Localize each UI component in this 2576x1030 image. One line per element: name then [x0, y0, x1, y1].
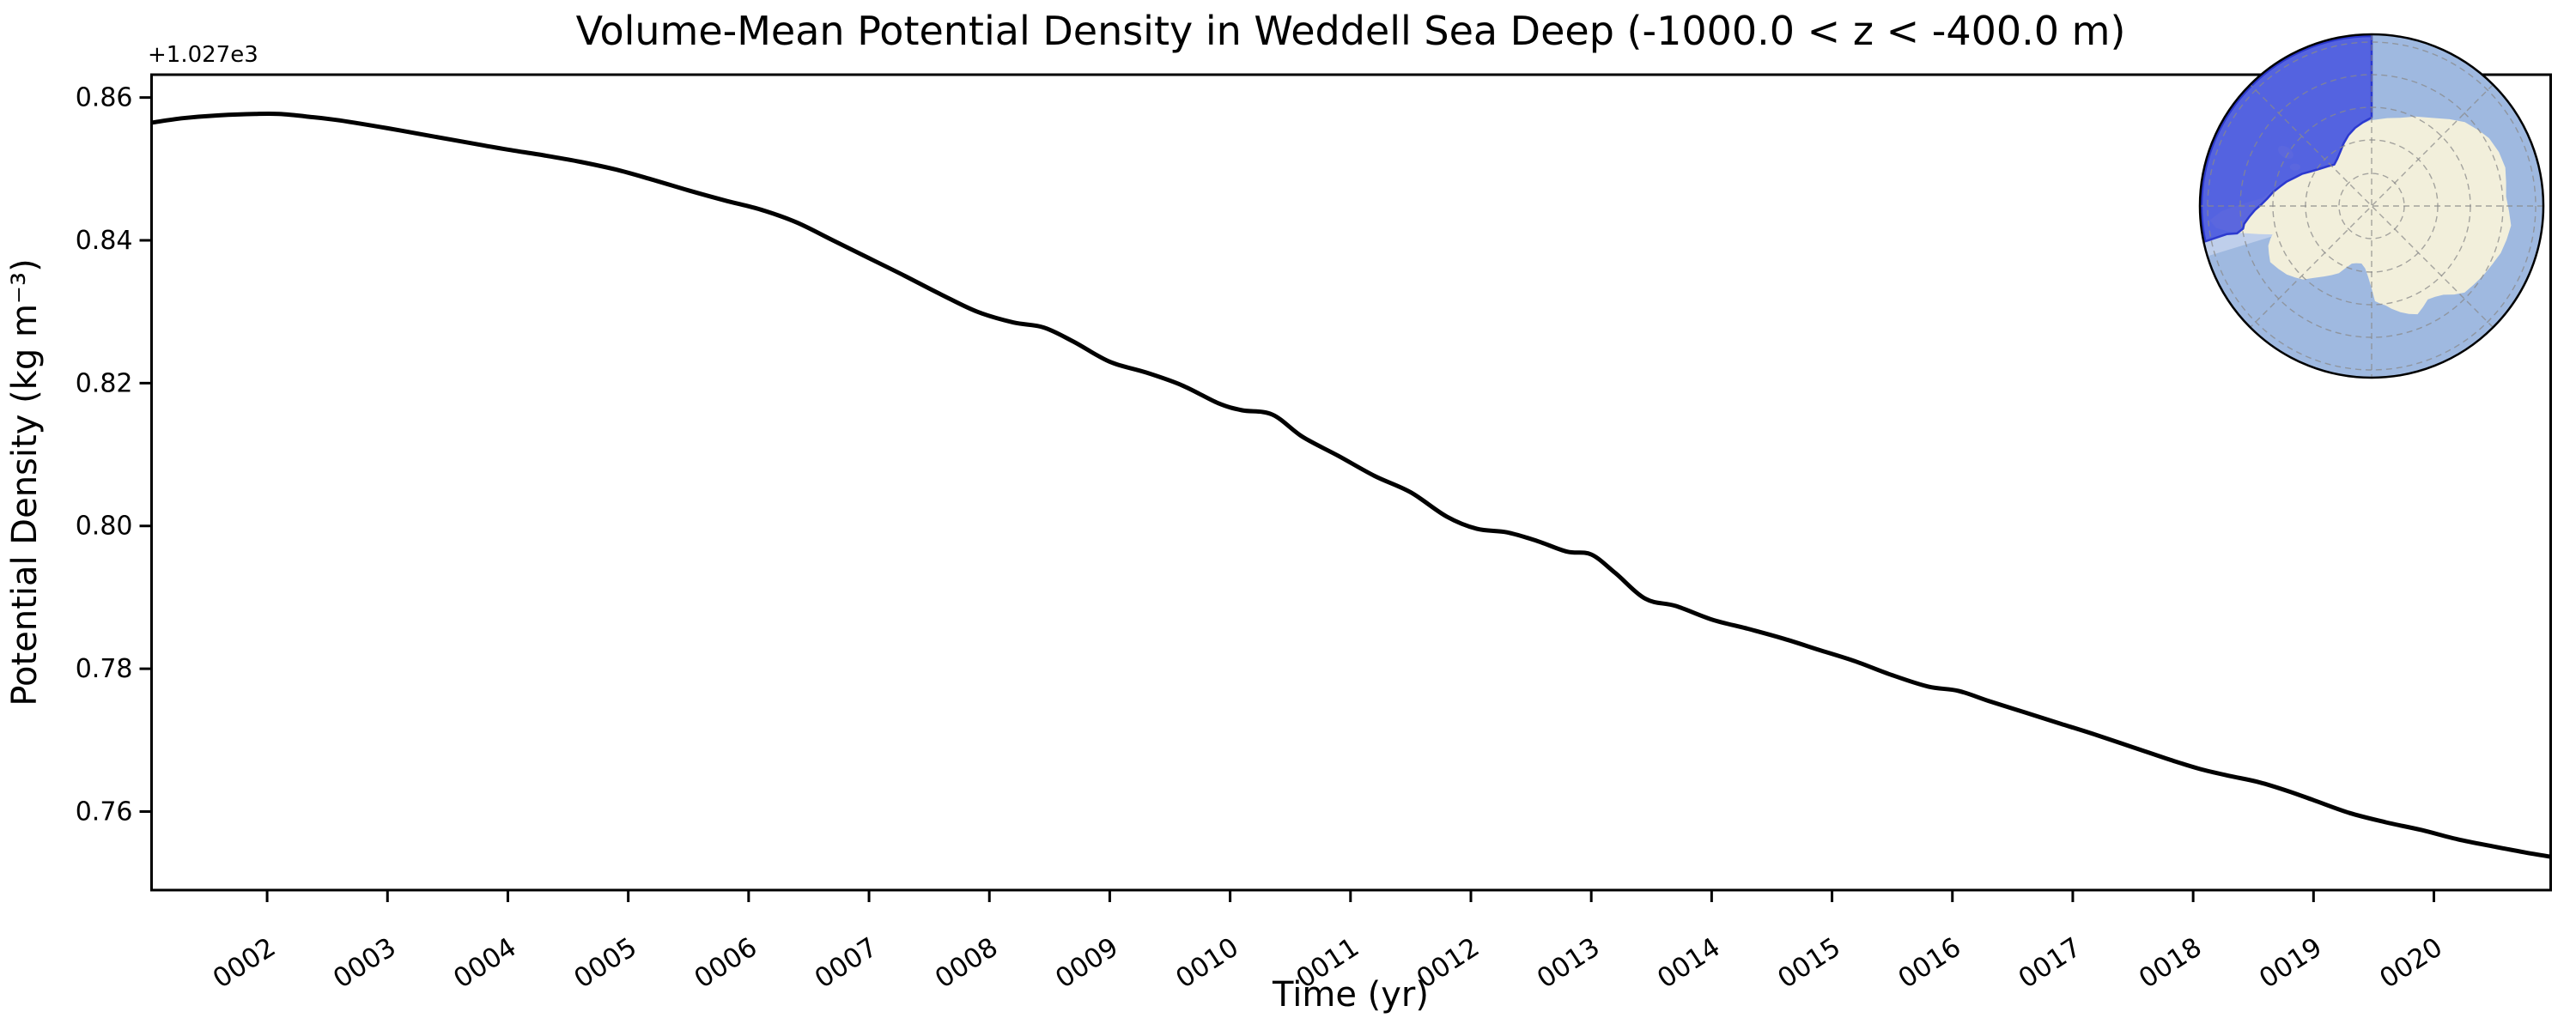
y-tick-label: 0.86: [76, 83, 133, 113]
y-offset-text: +1.027e3: [148, 42, 258, 68]
y-tick-label: 0.80: [76, 512, 133, 542]
inset-graticule-meridian: [2250, 84, 2494, 328]
density-line: [150, 111, 2552, 859]
antarctica-inset-map: [2198, 33, 2545, 379]
x-tick-label: 0008: [930, 932, 1004, 995]
x-tick-label: 0002: [208, 932, 282, 995]
x-tick-label: 0005: [568, 932, 642, 995]
y-tick-label: 0.78: [76, 654, 133, 684]
x-tick-label: 0019: [2254, 932, 2328, 995]
x-tick-label: 0020: [2374, 932, 2448, 995]
x-tick-label: 0003: [328, 932, 402, 995]
x-tick-label: 0010: [1170, 932, 1244, 995]
y-tick-label: 0.84: [76, 226, 133, 256]
inset-weddell-region: [2200, 34, 2373, 243]
y-tick-label: 0.82: [76, 368, 133, 398]
x-tick-label: 0004: [448, 932, 522, 995]
y-axis-label: Potential Density (kg m⁻³): [5, 258, 45, 706]
inset-graticule-ring: [2207, 41, 2537, 371]
x-tick-label: 0009: [1050, 932, 1124, 995]
x-axis-label: Time (yr): [1272, 975, 1429, 1015]
x-axis-ticks: 0002 0003 0004 0005 0006 0007 0008 0009 0010 0011…: [208, 890, 2448, 995]
chart-title: Volume-Mean Potential Density in Weddell…: [576, 8, 2126, 54]
x-tick-label: 0017: [2014, 932, 2087, 995]
inset-border: [2198, 33, 2545, 379]
plot-border: [150, 73, 2552, 892]
x-tick-label: 0006: [689, 932, 762, 995]
x-tick-label: 0012: [1412, 932, 1485, 995]
x-tick-label: 0007: [810, 932, 884, 995]
y-tick-label: 0.76: [76, 797, 133, 827]
y-axis-ticks: 0.86 0.84 0.82 0.80 0.78 0.76: [76, 83, 152, 827]
x-tick-label: 0016: [1893, 932, 1966, 995]
x-tick-label: 0013: [1532, 932, 1606, 995]
x-tick-label: 0014: [1652, 932, 1726, 995]
inset-antarctica-land: [2209, 116, 2512, 315]
x-tick-label: 0018: [2134, 932, 2208, 995]
inset-graticule-meridian: [2250, 84, 2494, 328]
x-tick-label: 0015: [1772, 932, 1846, 995]
